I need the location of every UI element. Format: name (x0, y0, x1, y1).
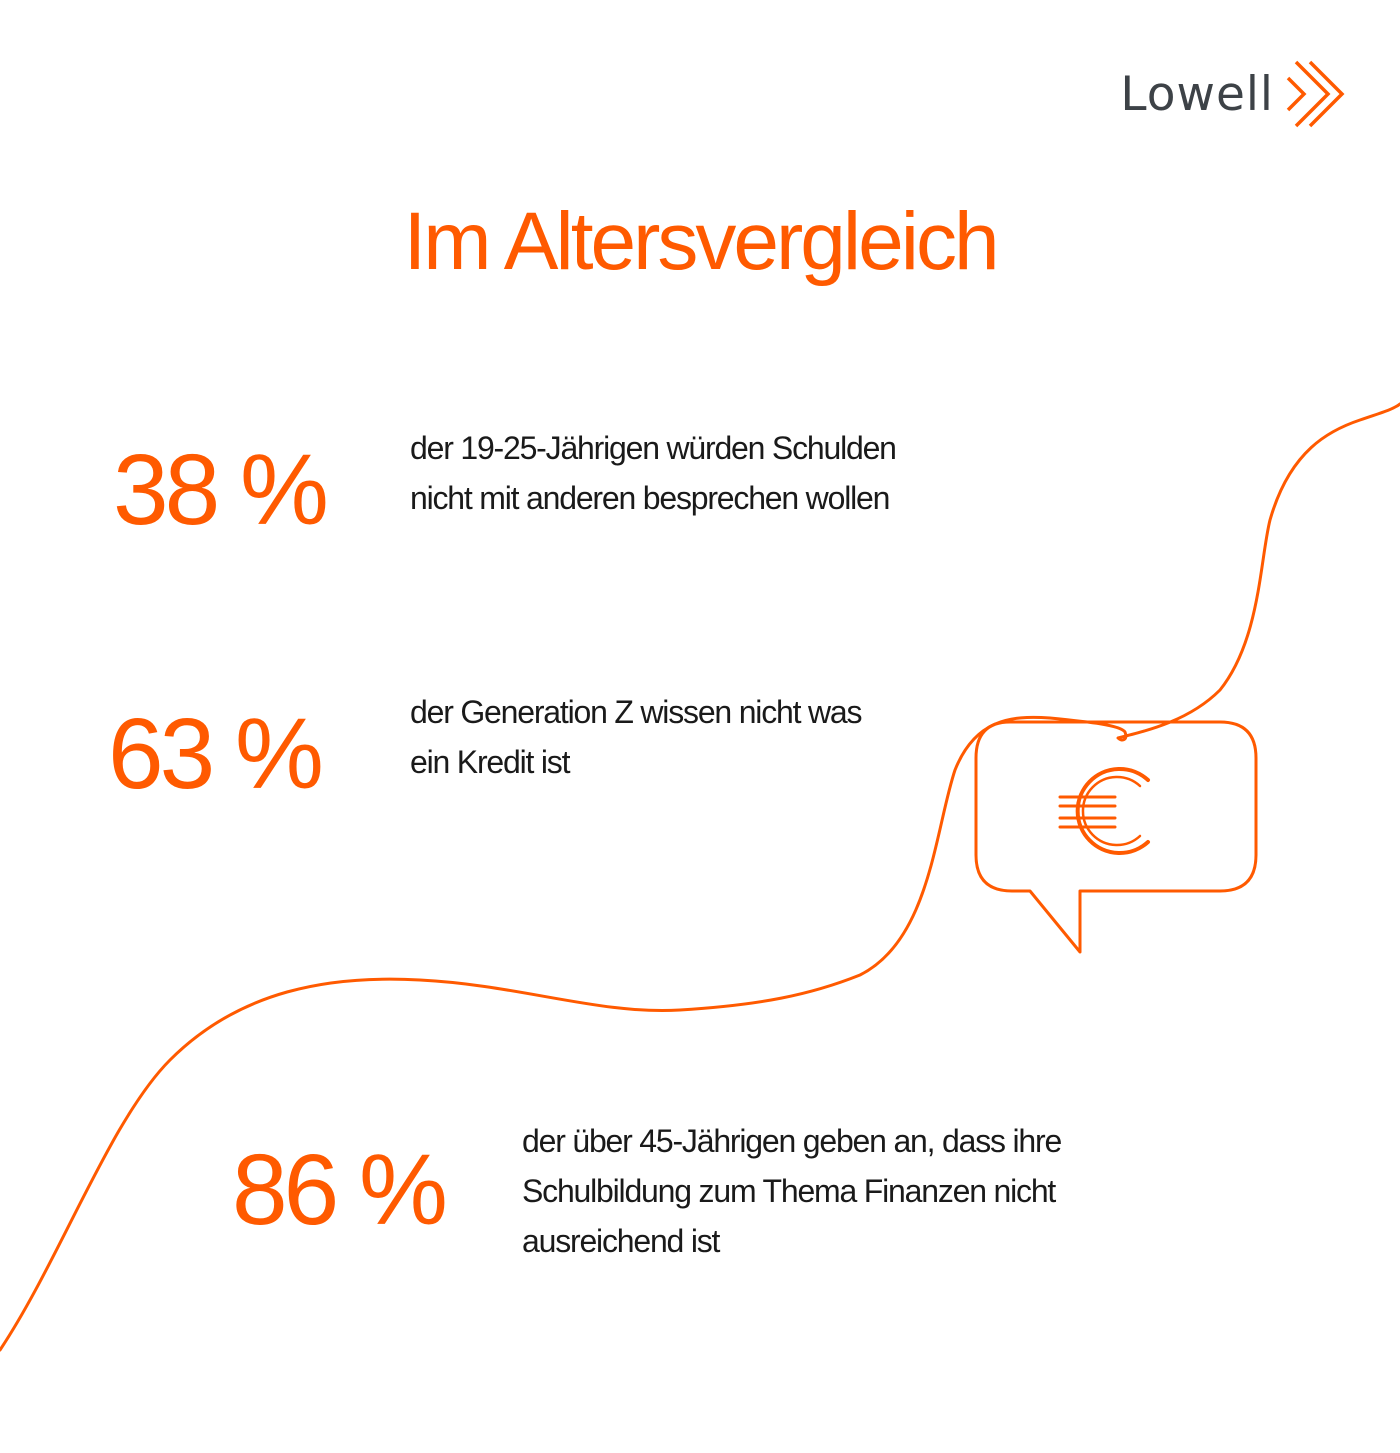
stat-description-2: der Generation Z wissen nicht was ein Kr… (410, 687, 862, 787)
double-chevron-right-icon (1286, 60, 1345, 128)
stat-description-line: der über 45-Jährigen geben an, dass ihre (522, 1123, 1062, 1159)
stat-description-line: der Generation Z wissen nicht was (410, 694, 862, 730)
speech-bubble-outline (974, 720, 1258, 954)
stat-description-3: der über 45-Jährigen geben an, dass ihre… (522, 1116, 1062, 1266)
stat-value-1: 38 % (113, 434, 329, 546)
euro-icon (1058, 767, 1150, 855)
stat-description-1: der 19-25-Jährigen würden Schulden nicht… (410, 423, 897, 523)
wavy-line (0, 402, 1400, 1352)
lowell-logo[interactable]: Lowell (1120, 58, 1350, 130)
logo-wordmark: Lowell (1120, 66, 1274, 122)
stat-description-line: ein Kredit ist (410, 744, 570, 780)
stat-description-line: der 19-25-Jährigen würden Schulden (410, 430, 897, 466)
stat-description-line: ausreichend ist (522, 1223, 720, 1259)
stat-value-2: 63 % (108, 698, 324, 810)
stat-description-line: nicht mit anderen besprechen wollen (410, 480, 890, 516)
page-title: Im Altersvergleich (403, 196, 999, 287)
stat-description-line: Schulbildung zum Thema Finanzen nicht (522, 1173, 1056, 1209)
stat-value-3: 86 % (232, 1134, 448, 1246)
